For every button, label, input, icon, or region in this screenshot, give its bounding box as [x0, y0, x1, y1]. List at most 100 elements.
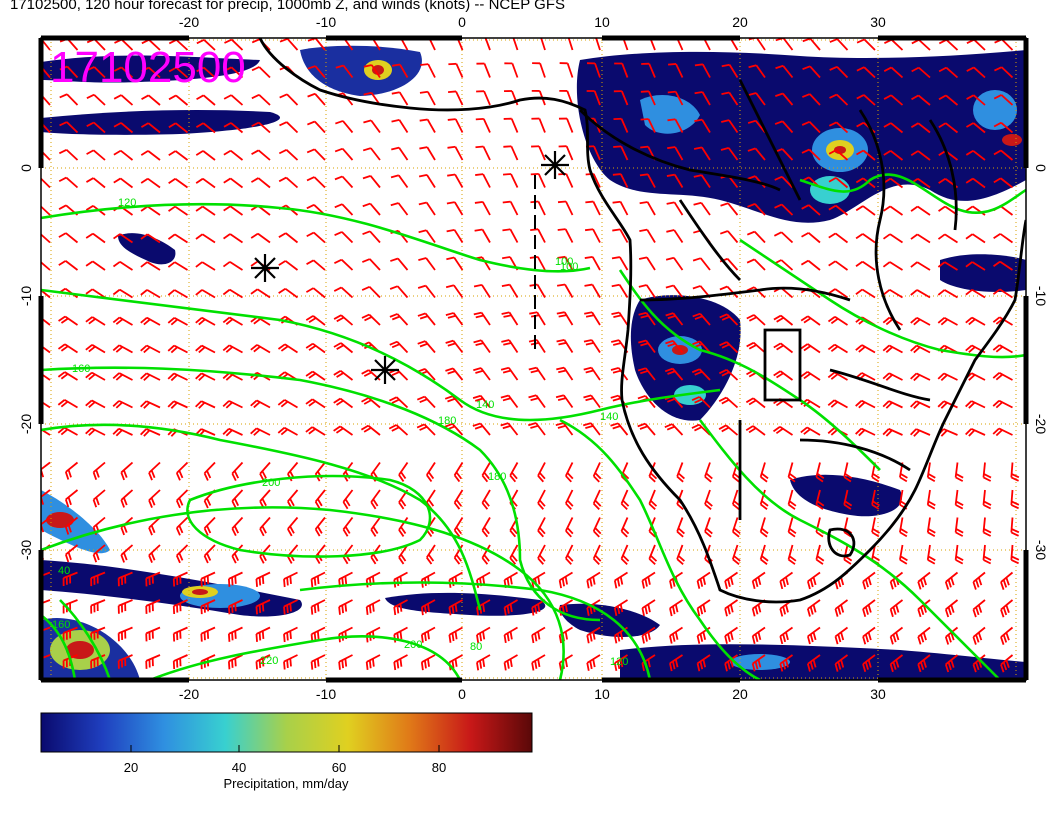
wind-barb — [773, 231, 794, 244]
wind-barb — [227, 626, 243, 642]
wind-barb — [41, 400, 51, 409]
wind-barb — [474, 200, 491, 216]
wind-barb — [167, 400, 188, 409]
wind-barb — [86, 93, 106, 106]
wind-barb — [899, 544, 908, 565]
wind-barb — [195, 122, 216, 134]
wind-barb — [827, 316, 848, 326]
wind-barb — [41, 289, 51, 299]
bottom-lon-tick-label: 30 — [870, 686, 886, 702]
wind-barb — [774, 120, 794, 134]
page-title: 17102500, 120 hour forecast for precip, … — [10, 0, 565, 13]
wind-barb — [168, 150, 189, 161]
wind-barb — [333, 286, 354, 299]
wind-barb — [251, 93, 271, 106]
wind-barb — [278, 149, 299, 161]
wind-barb — [966, 94, 986, 106]
wind-barb — [665, 284, 684, 299]
wind-barb — [565, 517, 574, 538]
wind-barb — [255, 626, 271, 642]
wind-barb — [640, 118, 656, 133]
wind-barb — [231, 516, 244, 537]
contour-label: 180 — [488, 471, 506, 483]
wind-barb — [145, 599, 161, 614]
wind-barb — [558, 145, 574, 161]
wind-barb — [223, 149, 244, 161]
wind-barb — [446, 256, 464, 271]
wind-barb — [779, 571, 794, 590]
wind-barb — [420, 626, 436, 643]
wind-barb — [882, 289, 903, 299]
wind-barb — [418, 257, 436, 271]
wind-barb — [719, 341, 739, 354]
wind-barb — [759, 489, 769, 510]
wind-barb — [112, 344, 133, 354]
top-lon-tick-label: 20 — [732, 14, 748, 30]
wind-barb — [113, 66, 134, 79]
wind-barb — [558, 117, 574, 133]
wind-barb — [41, 344, 51, 354]
wind-barb — [447, 118, 464, 133]
wind-barb — [954, 489, 964, 510]
wind-barb — [445, 284, 464, 299]
wind-barb — [800, 315, 821, 326]
wind-barb — [113, 177, 134, 189]
wind-barb — [224, 38, 244, 51]
wind-barb — [277, 399, 298, 409]
right-lat-tick-label: -10 — [1033, 286, 1049, 306]
wind-barb — [361, 285, 381, 299]
wind-barb — [1000, 654, 1014, 673]
wind-barb — [827, 371, 848, 381]
wind-barb — [222, 344, 243, 354]
wind-barb — [937, 400, 958, 409]
wind-barb — [613, 90, 629, 106]
wind-barb — [773, 370, 794, 381]
wind-barb — [530, 228, 546, 243]
contour-label: 220 — [260, 655, 278, 667]
wind-barb — [444, 395, 464, 409]
wind-barb — [937, 316, 958, 326]
wind-barb — [223, 66, 244, 79]
wind-barb — [416, 395, 436, 409]
wind-barb — [773, 314, 794, 326]
wind-barb — [529, 255, 546, 271]
wind-barb — [85, 316, 106, 326]
wind-barb — [613, 571, 628, 589]
right-lat-tick-label: 0 — [1033, 164, 1049, 172]
wind-barb — [58, 148, 79, 161]
wind-barb — [638, 256, 656, 271]
wind-barb — [333, 425, 354, 436]
wind-barb — [883, 122, 904, 134]
bottom-lon-tick-label: 10 — [594, 686, 610, 702]
wind-barb — [528, 366, 546, 381]
wind-barb — [283, 654, 298, 670]
wind-barb — [203, 516, 216, 536]
colorbar-label: Precipitation, mm/day — [223, 776, 349, 791]
wind-barb — [531, 654, 546, 671]
wind-barb — [556, 366, 574, 381]
wind-barb — [751, 626, 766, 645]
wind-barb — [140, 372, 161, 381]
wind-barb — [992, 344, 1013, 354]
wind-barb — [195, 344, 216, 354]
wind-barb — [370, 516, 381, 537]
wind-barb — [692, 257, 711, 271]
left-lat-tick-label: 0 — [18, 164, 34, 172]
wind-barb — [196, 66, 216, 79]
wind-barb — [112, 400, 133, 409]
wind-barb — [476, 62, 491, 78]
contour-label: 140 — [600, 411, 618, 423]
wind-barb — [639, 201, 656, 216]
contour-label: 200 — [404, 639, 422, 651]
wind-barb — [882, 233, 903, 244]
wind-barb — [720, 202, 739, 216]
wind-barb — [731, 544, 741, 565]
storm-center-asterisk — [251, 254, 279, 282]
wind-barb — [718, 424, 739, 436]
left-lat-tick-label: -20 — [18, 414, 34, 434]
wind-barb — [720, 146, 739, 161]
wind-barb — [145, 571, 161, 587]
wind-barb — [250, 177, 271, 189]
wind-barb — [251, 66, 271, 79]
